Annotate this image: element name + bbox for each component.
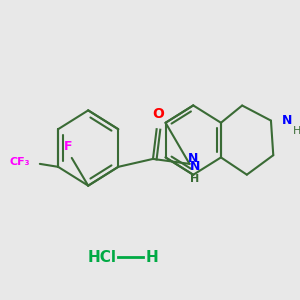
Text: H: H bbox=[146, 250, 158, 265]
Text: H: H bbox=[190, 174, 200, 184]
Text: F: F bbox=[64, 140, 72, 153]
Text: N: N bbox=[188, 152, 198, 165]
Text: N: N bbox=[282, 114, 292, 127]
Text: O: O bbox=[152, 107, 164, 121]
Text: CF₃: CF₃ bbox=[10, 157, 30, 167]
Text: HCl: HCl bbox=[87, 250, 116, 265]
Text: H: H bbox=[293, 125, 300, 136]
Text: N: N bbox=[190, 160, 200, 173]
